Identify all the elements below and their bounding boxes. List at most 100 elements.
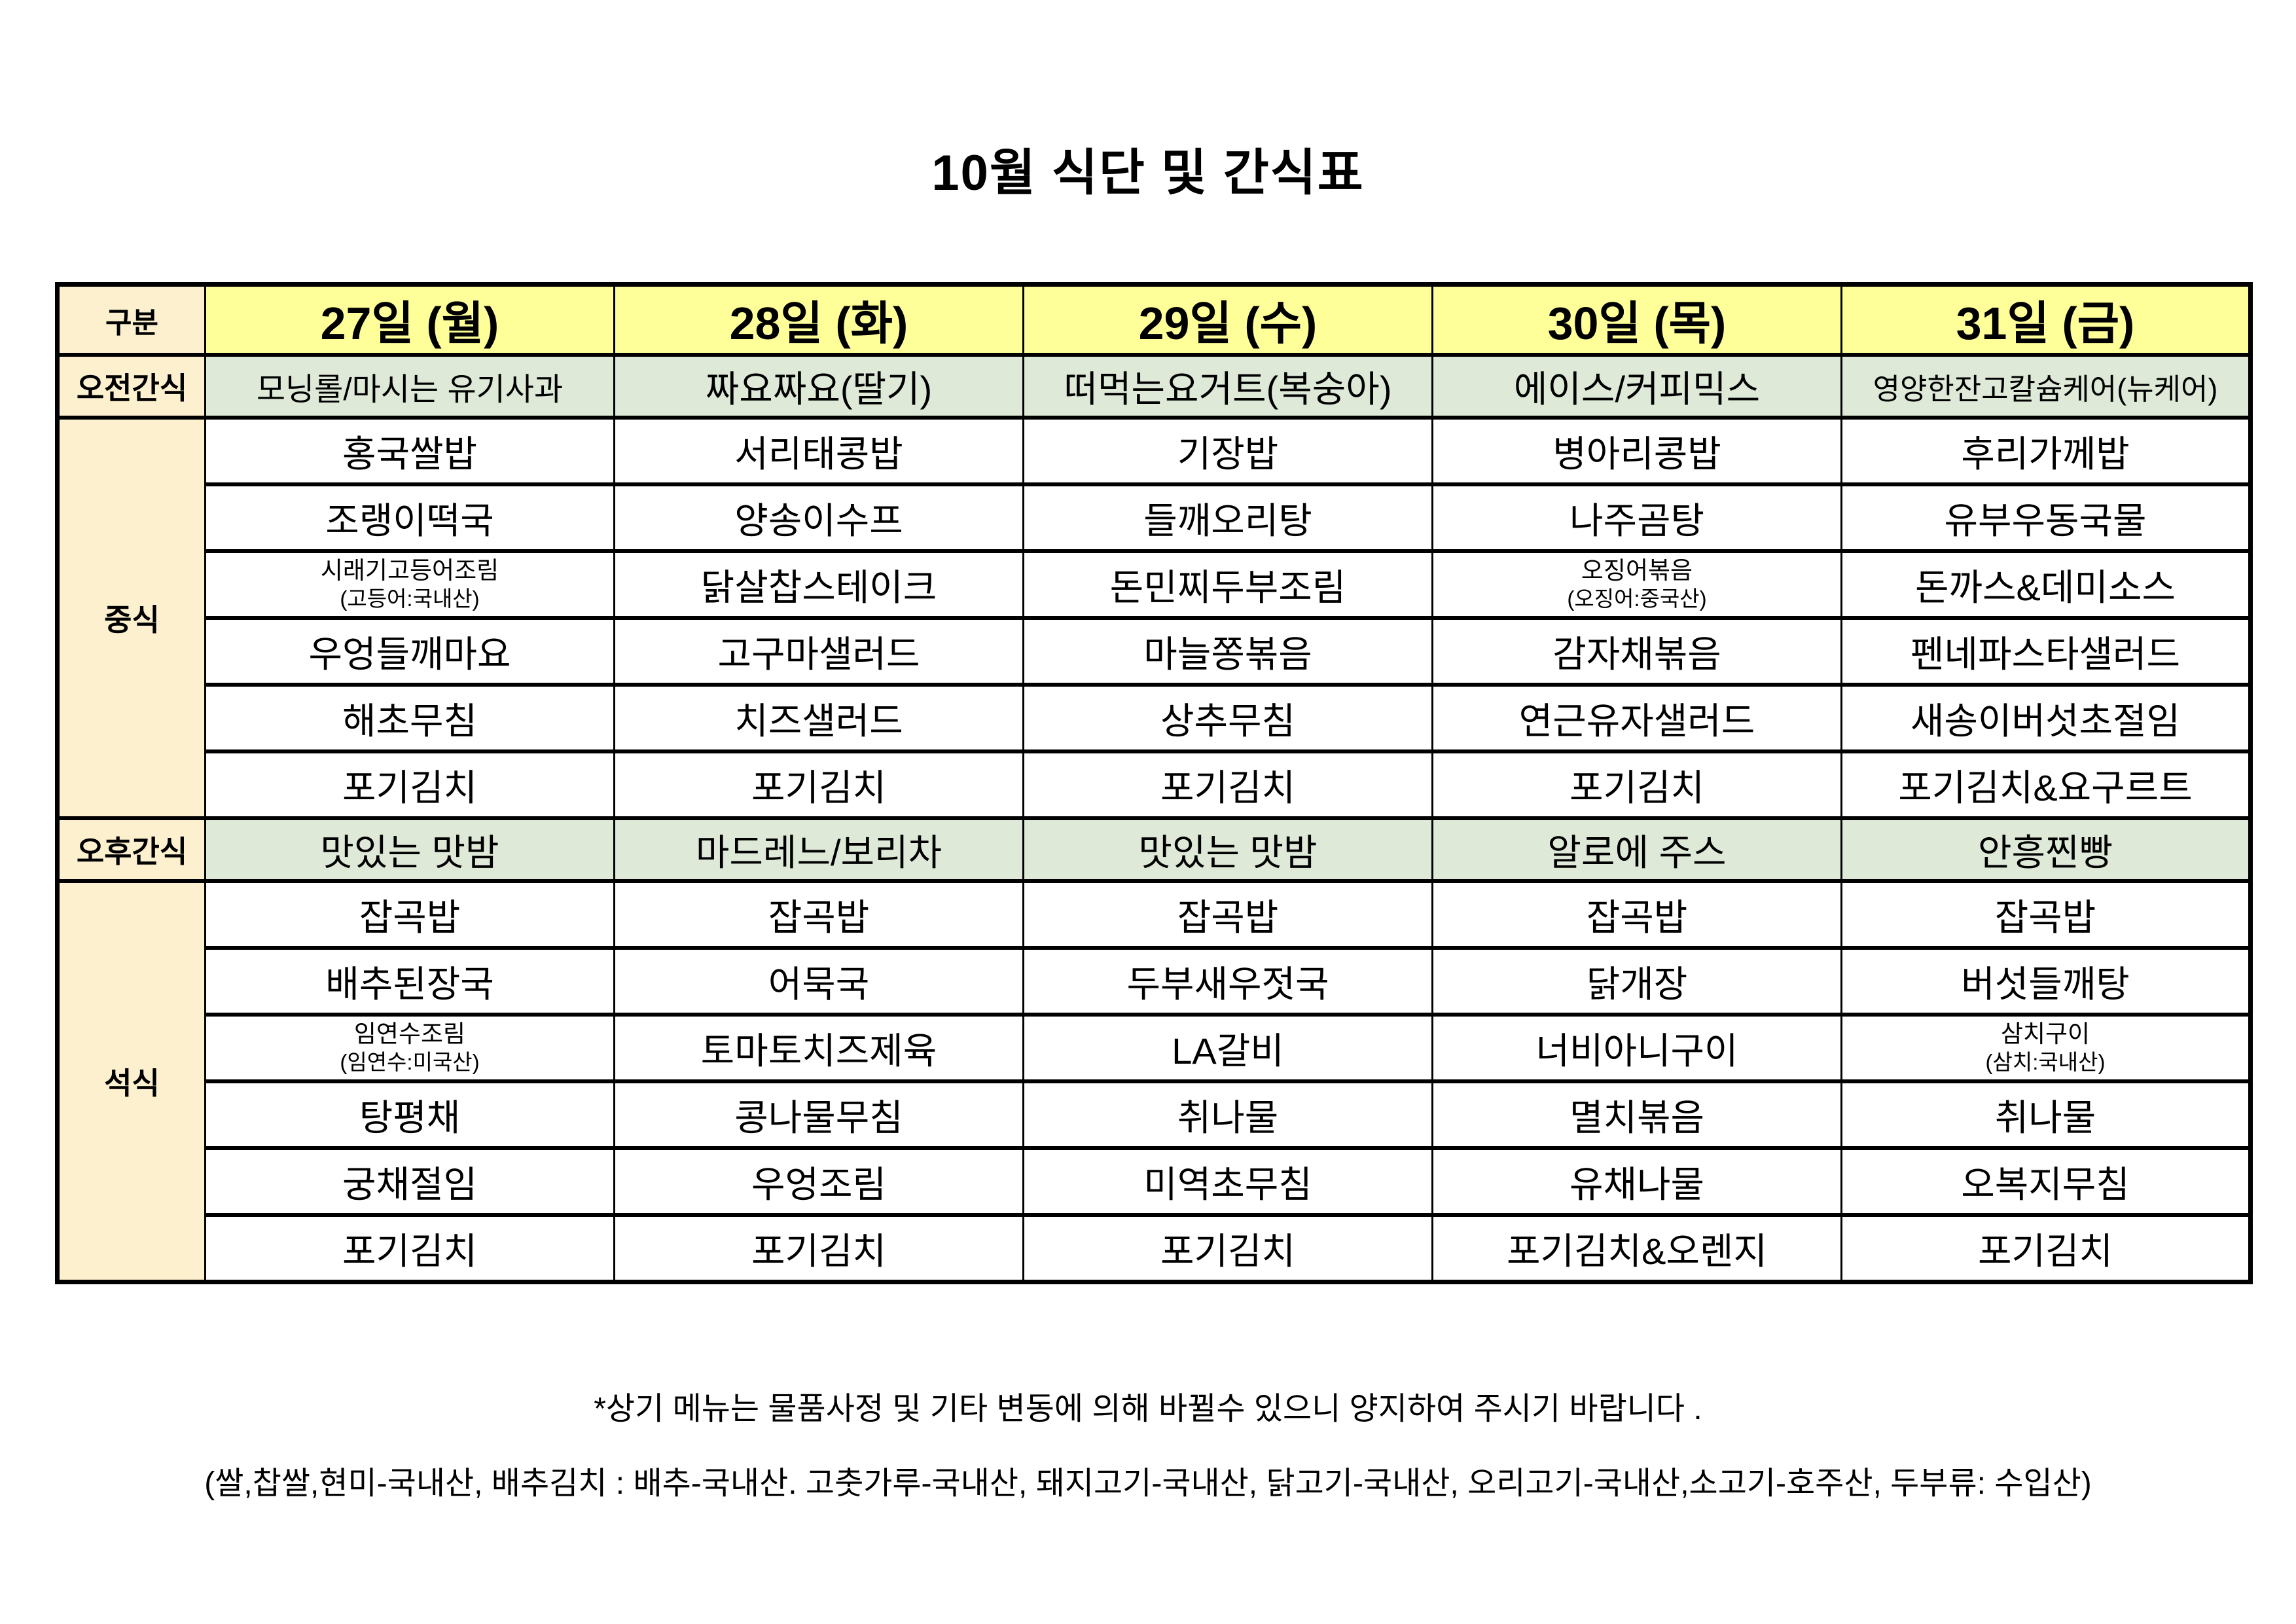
menu-cell: 조랭이떡국 <box>204 482 615 553</box>
menu-cell: 마늘쫑볶음 <box>1022 616 1433 687</box>
menu-cell: 치즈샐러드 <box>613 683 1024 753</box>
menu-cell: 잡곡밥 <box>1022 879 1433 950</box>
menu-cell: 유채나물 <box>1431 1146 1842 1217</box>
menu-cell: 마드레느/보리차 <box>613 816 1024 883</box>
menu-cell: 두부새우젓국 <box>1022 946 1433 1017</box>
lunch-row: 포기김치 포기김치 포기김치 포기김치 포기김치&요구르트 <box>58 749 2251 820</box>
origin-note: (삼치:국내산) <box>1985 1050 2106 1074</box>
menu-cell: 돈까스&데미소스 <box>1840 549 2251 620</box>
dinner-row: 배추된장국 어묵국 두부새우젓국 닭개장 버섯들깨탕 <box>58 946 2251 1017</box>
day-header-wed: 29일 (수) <box>1022 282 1433 357</box>
menu-cell: 에이스/커피믹스 <box>1431 353 1842 420</box>
dinner-row: 임연수조림 (임연수:미국산) 토마토치즈제육 LA갈비 너비아니구이 삼치구이… <box>58 1013 2251 1083</box>
section-label-pm-snack: 오후간식 <box>56 816 206 883</box>
menu-cell: 포기김치 <box>204 1213 615 1284</box>
menu-cell: 잡곡밥 <box>1431 879 1842 950</box>
dinner-row: 석식 잡곡밥 잡곡밥 잡곡밥 잡곡밥 잡곡밥 <box>56 879 2251 1284</box>
day-header-tue: 28일 (화) <box>613 282 1024 357</box>
lunch-row: 해초무침 치즈샐러드 상추무침 연근유자샐러드 새송이버섯초절임 <box>58 683 2251 753</box>
menu-item: 임연수조림 <box>353 1020 466 1047</box>
lunch-row: 조랭이떡국 양송이수프 들깨오리탕 나주곰탕 유부우동국물 <box>58 482 2251 553</box>
menu-cell: 포기김치&요구르트 <box>1840 749 2251 820</box>
section-label-am-snack: 오전간식 <box>56 353 206 420</box>
menu-item: 시래기고등어조림 <box>320 557 499 584</box>
lunch-row: 중식 홍국쌀밥 서리태콩밥 기장밥 병아리콩밥 후리가께밥 <box>56 416 2251 820</box>
menu-cell: 모닝롤/마시는 유기사과 <box>204 353 615 420</box>
menu-cell: 새송이버섯초절임 <box>1840 683 2251 753</box>
pm-snack-row: 오후간식 맛있는 맛밤 마드레느/보리차 맛있는 맛밤 알로에 주스 안흥찐빵 <box>56 816 2251 883</box>
menu-cell: 안흥찐빵 <box>1840 816 2251 883</box>
menu-cell: 취나물 <box>1840 1079 2251 1150</box>
menu-cell: 취나물 <box>1022 1079 1433 1150</box>
lunch-row: 우엉들깨마요 고구마샐러드 마늘쫑볶음 감자채볶음 펜네파스타샐러드 <box>58 616 2251 687</box>
menu-cell: 토마토치즈제육 <box>613 1013 1024 1083</box>
menu-cell: 양송이수프 <box>613 482 1024 553</box>
menu-cell-with-origin: 오징어볶음 (오징어:중국산) <box>1431 549 1842 620</box>
menu-cell: 알로에 주스 <box>1431 816 1842 883</box>
menu-cell: 포기김치 <box>204 749 615 820</box>
menu-cell: 우엉조림 <box>613 1146 1024 1217</box>
menu-table: 구분 27일 (월) 28일 (화) 29일 (수) 30일 (목) 31일 (… <box>55 282 2253 1284</box>
menu-cell: 잡곡밥 <box>204 879 615 950</box>
menu-cell: 포기김치 <box>1431 749 1842 820</box>
dinner-row: 포기김치 포기김치 포기김치 포기김치&오렌지 포기김치 <box>58 1213 2251 1284</box>
menu-item: 오징어볶음 <box>1581 557 1693 584</box>
origin-note: (임연수:미국산) <box>340 1050 480 1074</box>
menu-cell: 포기김치 <box>1840 1213 2251 1284</box>
corner-header: 구분 <box>56 282 206 357</box>
page-title: 10월 식단 및 간식표 <box>931 145 1365 201</box>
menu-cell: 닭살찹스테이크 <box>613 549 1024 620</box>
menu-item: 삼치구이 <box>2000 1020 2090 1047</box>
day-header-mon: 27일 (월) <box>204 282 615 357</box>
menu-cell: 미역초무침 <box>1022 1146 1433 1217</box>
menu-cell: 포기김치 <box>1022 749 1433 820</box>
menu-cell: 해초무침 <box>204 683 615 753</box>
menu-cell: 고구마샐러드 <box>613 616 1024 687</box>
menu-cell: 떠먹는요거트(복숭아) <box>1022 353 1433 420</box>
menu-cell: 오복지무침 <box>1840 1146 2251 1217</box>
menu-cell: 홍국쌀밥 <box>204 416 615 486</box>
menu-cell-with-origin: 임연수조림 (임연수:미국산) <box>204 1013 615 1083</box>
day-header-fri: 31일 (금) <box>1840 282 2251 357</box>
dinner-row: 탕평채 콩나물무침 취나물 멸치볶음 취나물 <box>58 1079 2251 1150</box>
section-label-lunch: 중식 <box>56 416 206 820</box>
day-header-thu: 30일 (목) <box>1431 282 1842 357</box>
menu-cell: 짜요짜요(딸기) <box>613 353 1024 420</box>
lunch-row: 시래기고등어조림 (고등어:국내산) 닭살찹스테이크 돈민찌두부조림 오징어볶음… <box>58 549 2251 620</box>
menu-cell: 기장밥 <box>1022 416 1433 486</box>
menu-cell: 연근유자샐러드 <box>1431 683 1842 753</box>
menu-cell: 펜네파스타샐러드 <box>1840 616 2251 687</box>
menu-cell-with-origin: 삼치구이 (삼치:국내산) <box>1840 1013 2251 1083</box>
origin-note: (오징어:중국산) <box>1567 586 1707 611</box>
menu-cell: 어묵국 <box>613 946 1024 1017</box>
menu-cell: 잡곡밥 <box>1840 879 2251 950</box>
menu-cell: 영양한잔고칼슘케어(뉴케어) <box>1840 353 2251 420</box>
menu-cell: 멸치볶음 <box>1431 1079 1842 1150</box>
menu-cell: 궁채절임 <box>204 1146 615 1217</box>
menu-cell: 포기김치 <box>613 749 1024 820</box>
menu-cell: 너비아니구이 <box>1431 1013 1842 1083</box>
menu-cell: 나주곰탕 <box>1431 482 1842 553</box>
menu-cell: 포기김치 <box>1022 1213 1433 1284</box>
menu-cell: LA갈비 <box>1022 1013 1433 1083</box>
notice-line: *상기 메뉴는 물품사정 및 기타 변동에 의해 바뀔수 있으니 양지하여 주시… <box>594 1392 1702 1426</box>
menu-cell: 버섯들깨탕 <box>1840 946 2251 1017</box>
menu-cell: 서리태콩밥 <box>613 416 1024 486</box>
menu-cell: 병아리콩밥 <box>1431 416 1842 486</box>
menu-cell: 상추무침 <box>1022 683 1433 753</box>
menu-cell: 돈민찌두부조림 <box>1022 549 1433 620</box>
menu-cell: 유부우동국물 <box>1840 482 2251 553</box>
menu-cell: 포기김치 <box>613 1213 1024 1284</box>
menu-cell: 콩나물무침 <box>613 1079 1024 1150</box>
menu-cell: 포기김치&오렌지 <box>1431 1213 1842 1284</box>
menu-cell: 맛있는 맛밤 <box>204 816 615 883</box>
menu-cell: 닭개장 <box>1431 946 1842 1017</box>
menu-cell: 우엉들깨마요 <box>204 616 615 687</box>
header-row: 구분 27일 (월) 28일 (화) 29일 (수) 30일 (목) 31일 (… <box>56 282 2251 357</box>
menu-cell: 들깨오리탕 <box>1022 482 1433 553</box>
menu-cell: 탕평채 <box>204 1079 615 1150</box>
menu-cell: 맛있는 맛밤 <box>1022 816 1433 883</box>
origin-legend: (쌀,찹쌀,현미-국내산, 배추김치 : 배추-국내산. 고춧가루-국내산, 돼… <box>204 1466 2092 1501</box>
dinner-row: 궁채절임 우엉조림 미역초무침 유채나물 오복지무침 <box>58 1146 2251 1217</box>
